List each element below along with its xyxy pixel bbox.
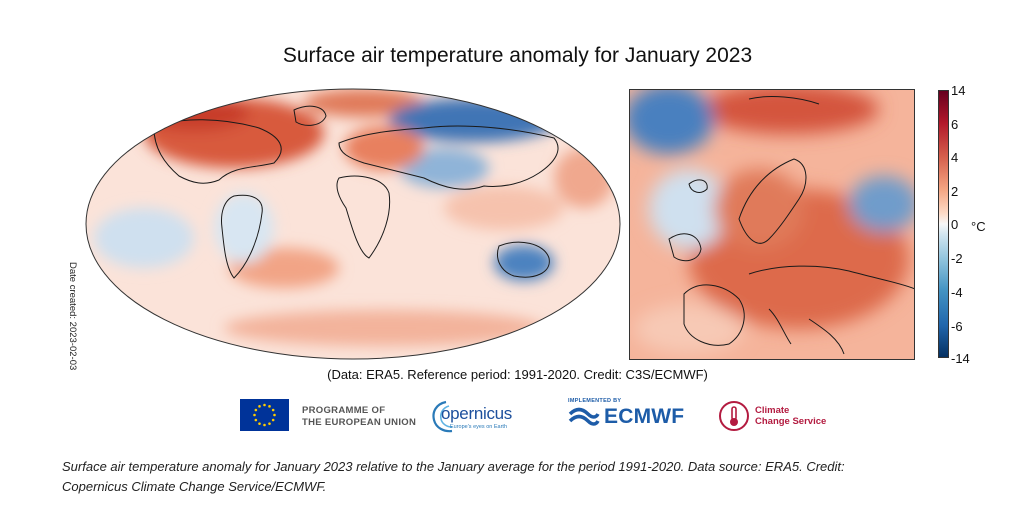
colorbar: [938, 90, 949, 358]
eu-star: [254, 418, 258, 422]
c3s-text-line1: Climate: [755, 405, 790, 416]
figure-caption: Surface air temperature anomaly for Janu…: [62, 457, 992, 497]
chart-title: Surface air temperature anomaly for Janu…: [282, 44, 753, 67]
caption-line1: Surface air temperature anomaly for Janu…: [62, 459, 845, 474]
world-anomaly-map: [85, 88, 621, 360]
c3s-logo-icon: [719, 401, 749, 431]
colorbar-tick-label: -2: [951, 251, 963, 266]
date-created-label: Date created: 2023-02-03: [67, 262, 78, 371]
anomaly-europe-warm: [344, 126, 424, 170]
eu-flag-logo: [240, 399, 289, 431]
anomaly-scandinavia-warm: [714, 169, 804, 249]
anomaly-greenland-sea-cold: [629, 89, 714, 154]
copernicus-wordmark: opernicus: [441, 404, 513, 423]
eu-star: [268, 405, 271, 408]
copernicus-tagline: Europe's eyes on Earth: [450, 424, 508, 430]
anomaly-arctic-warm: [304, 89, 424, 117]
colorbar-unit-label: °C: [971, 219, 986, 234]
colorbar-tick-label: 0: [951, 217, 959, 232]
anomaly-alaska-warm: [139, 95, 249, 131]
eu-star: [271, 418, 275, 422]
anomaly-north-atlantic-cool: [649, 169, 729, 249]
eu-text-line1: PROGRAMME OF: [302, 405, 386, 416]
c3s-text: Climate Change Service: [755, 405, 826, 428]
anomaly-central-asia-cold: [399, 148, 489, 188]
world-coastlines: [153, 105, 559, 279]
source-credit-line: (Data: ERA5. Reference period: 1991-2020…: [327, 367, 708, 382]
colorbar-tick-label: -4: [951, 285, 963, 300]
eu-star: [258, 422, 261, 425]
anomaly-west-pacific-warm: [554, 148, 614, 208]
ecmwf-logo-icon: [568, 407, 600, 426]
colorbar-tick-label: 14: [951, 83, 966, 98]
eu-star: [268, 422, 271, 425]
caption-line2: Copernicus Climate Change Service/ECMWF.: [62, 479, 327, 494]
europe-coastlines: [668, 96, 915, 355]
eu-star: [263, 423, 266, 427]
anomaly-iberia-mild: [634, 304, 744, 354]
ecmwf-wordmark: ECMWF: [604, 405, 685, 428]
colorbar-tick-label: -14: [951, 351, 970, 366]
ecmwf-implemented-by: IMPLEMENTED BY: [568, 398, 622, 404]
anomaly-barents-warm: [699, 89, 879, 134]
eu-star: [263, 403, 266, 407]
colorbar-tick-label: -6: [951, 319, 963, 334]
copernicus-logo-icon: [432, 400, 453, 433]
colorbar-tick-label: 2: [951, 184, 959, 199]
colorbar-tick-label: 6: [951, 117, 959, 132]
anomaly-west-russia-cold: [849, 176, 915, 232]
eu-star: [271, 408, 275, 412]
eu-programme-text: PROGRAMME OF THE EUROPEAN UNION: [302, 405, 416, 429]
anomaly-south-america-cool: [214, 193, 274, 263]
eu-star: [253, 413, 256, 417]
eu-star: [258, 405, 261, 408]
colorbar-tick-label: 4: [951, 150, 959, 165]
eu-star: [254, 408, 258, 412]
anomaly-australia-cold: [494, 245, 554, 281]
anomaly-southern-ocean-warm: [224, 310, 544, 346]
eu-text-line2: THE EUROPEAN UNION: [302, 416, 417, 428]
anomaly-indian-ocean-warm: [444, 186, 564, 230]
europe-anomaly-map: [629, 89, 915, 360]
eu-star: [273, 413, 276, 417]
c3s-text-line2: Change Service: [755, 416, 827, 428]
anomaly-east-pacific-cool: [94, 208, 194, 268]
